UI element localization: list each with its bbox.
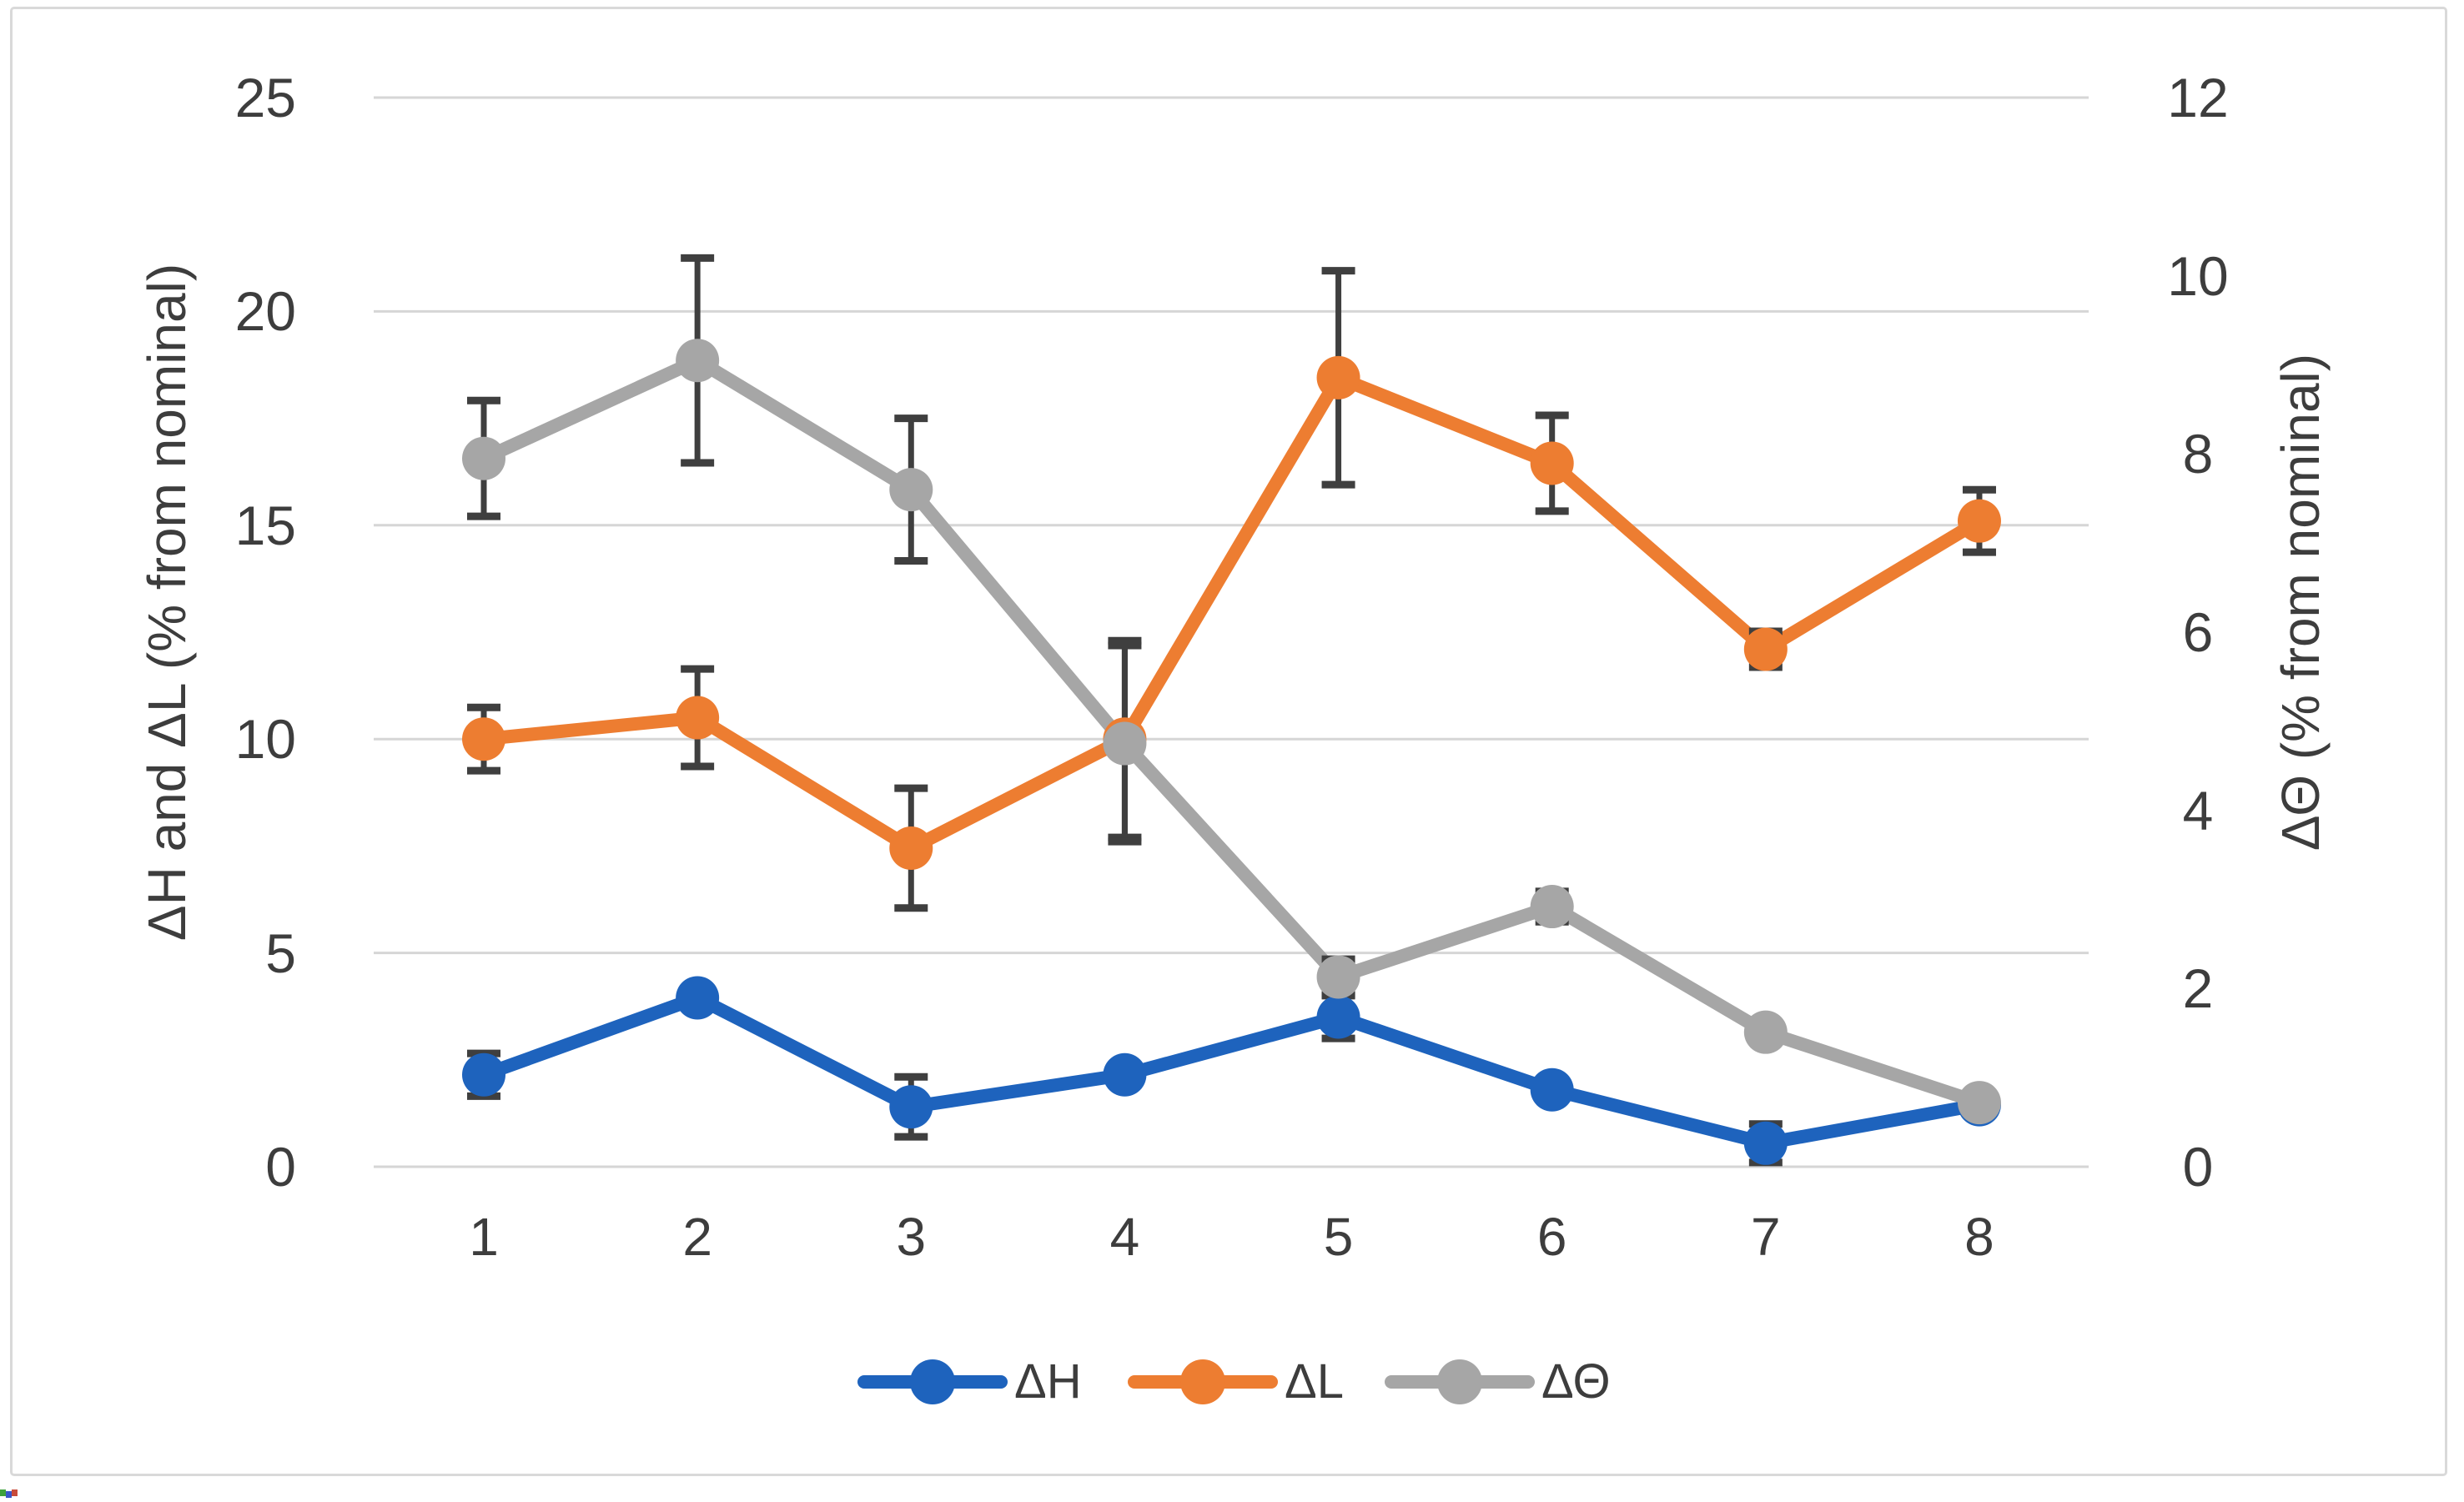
- marker-ΔΘ-7: [1743, 1010, 1788, 1054]
- x-tick-6: 6: [1536, 1207, 1567, 1267]
- marker-ΔL-1: [462, 717, 505, 761]
- legend-label-ΔL: ΔL: [1285, 1354, 1344, 1409]
- marker-ΔΘ-5: [1316, 955, 1360, 999]
- series-line-ΔΘ: [477, 354, 1986, 1110]
- legend-label-ΔΘ: ΔΘ: [1541, 1354, 1611, 1409]
- x-tick-7: 7: [1751, 1207, 1781, 1267]
- marker-ΔΘ-1: [462, 436, 505, 480]
- right-tick-6: 6: [2182, 601, 2214, 664]
- x-tick-3: 3: [896, 1207, 927, 1267]
- marker-ΔL-2: [676, 696, 720, 740]
- legend-marker-ΔH: [910, 1359, 955, 1404]
- right-tick-10: 10: [2167, 244, 2229, 307]
- marker-ΔL-3: [889, 826, 933, 870]
- marker-ΔH-2: [676, 976, 720, 1020]
- x-tick-1: 1: [469, 1207, 499, 1267]
- left-tick-15: 15: [234, 494, 296, 556]
- x-tick-8: 8: [1964, 1207, 1994, 1267]
- marker-ΔL-8: [1957, 499, 2001, 543]
- left-tick-10: 10: [234, 708, 296, 771]
- marker-ΔH-6: [1530, 1067, 1574, 1112]
- series-line-ΔH: [477, 991, 1986, 1150]
- right-tick-0: 0: [2182, 1136, 2214, 1198]
- artifact-pixel: [6, 1491, 12, 1498]
- artifact-pixel: [12, 1489, 18, 1496]
- marker-ΔΘ-4: [1103, 721, 1147, 766]
- marker-ΔH-7: [1743, 1121, 1788, 1165]
- chart-border: [10, 7, 2447, 1476]
- artifact-pixel: [0, 1489, 6, 1496]
- marker-ΔL-6: [1530, 441, 1574, 485]
- marker-ΔΘ-8: [1957, 1081, 2001, 1125]
- x-tick-4: 4: [1109, 1207, 1140, 1267]
- marker-ΔH-4: [1103, 1052, 1147, 1097]
- marker-ΔH-5: [1316, 995, 1360, 1039]
- marker-ΔH-3: [889, 1085, 933, 1129]
- right-tick-4: 4: [2182, 779, 2214, 841]
- series-line-ΔL: [477, 370, 1986, 855]
- legend-label-ΔH: ΔH: [1014, 1354, 1082, 1409]
- left-tick-20: 20: [234, 280, 296, 343]
- marker-ΔΘ-6: [1530, 885, 1574, 929]
- marker-ΔΘ-3: [889, 468, 933, 512]
- x-tick-2: 2: [682, 1207, 712, 1267]
- left-tick-0: 0: [265, 1136, 296, 1198]
- left-tick-5: 5: [265, 922, 296, 984]
- marker-ΔL-5: [1316, 355, 1360, 399]
- legend-marker-ΔL: [1180, 1359, 1225, 1404]
- x-tick-5: 5: [1323, 1207, 1354, 1267]
- right-tick-12: 12: [2167, 67, 2229, 129]
- left-tick-25: 25: [234, 67, 296, 128]
- marker-ΔΘ-2: [676, 339, 720, 383]
- marker-ΔL-7: [1743, 627, 1788, 671]
- marker-ΔH-1: [462, 1052, 505, 1097]
- right-tick-2: 2: [2182, 957, 2214, 1020]
- legend-marker-ΔΘ: [1437, 1359, 1482, 1404]
- right-tick-8: 8: [2182, 423, 2214, 485]
